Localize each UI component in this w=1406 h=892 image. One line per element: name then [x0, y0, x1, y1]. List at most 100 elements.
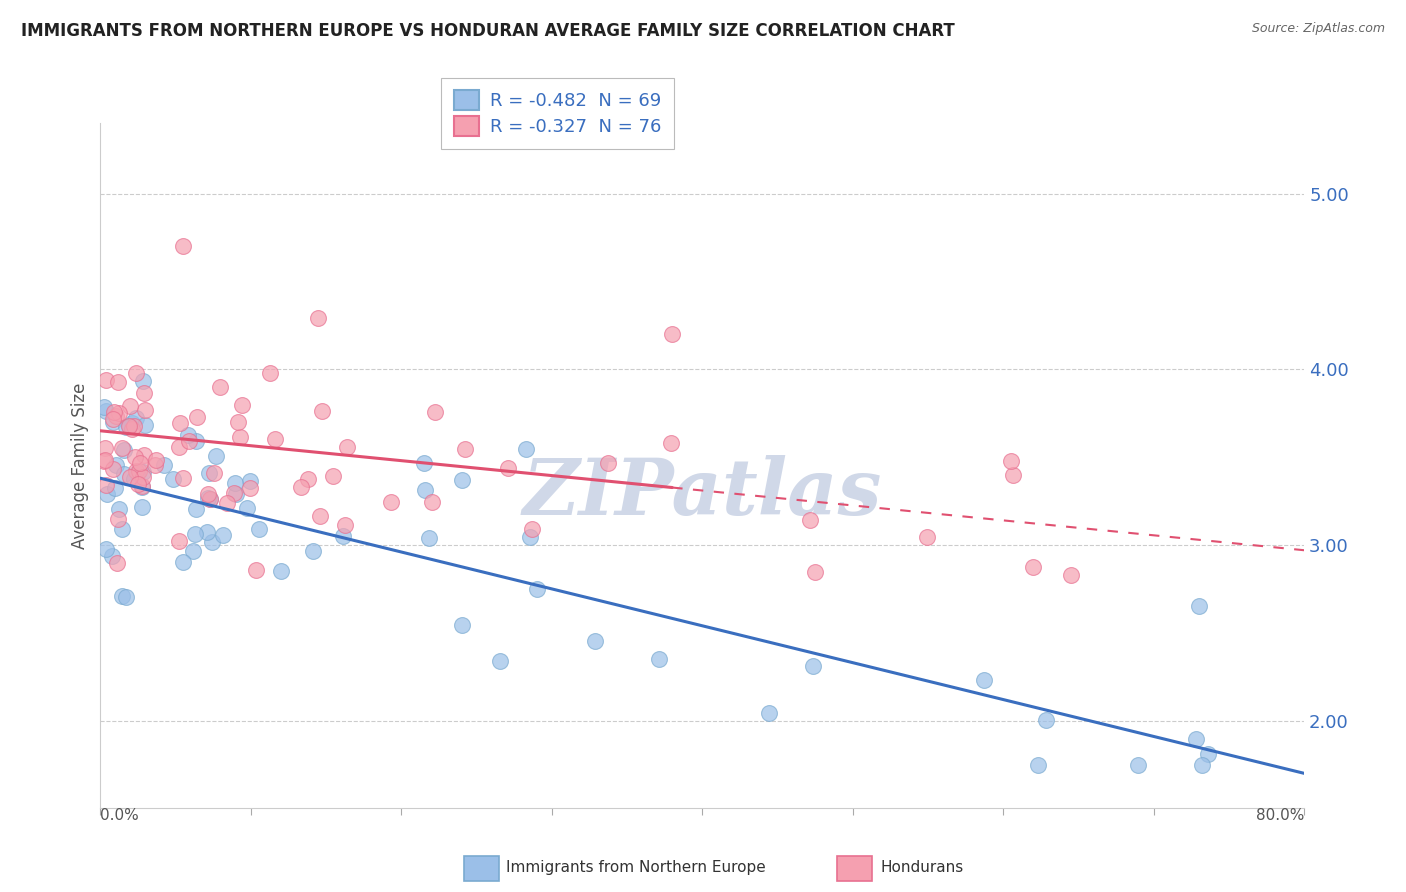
- Point: [423, 405, 446, 419]
- Point: [309, 508, 332, 523]
- Point: [118, 419, 141, 434]
- Point: [94, 441, 117, 455]
- Point: [413, 483, 436, 498]
- Point: [121, 422, 143, 436]
- Point: [103, 405, 125, 419]
- Point: [239, 481, 262, 495]
- Point: [131, 479, 153, 493]
- Point: [131, 465, 153, 479]
- Point: [526, 582, 548, 596]
- Point: [205, 449, 228, 463]
- Point: [129, 456, 152, 470]
- Point: [208, 380, 231, 394]
- Point: [134, 385, 156, 400]
- Point: [1000, 453, 1022, 467]
- Point: [105, 556, 128, 570]
- Point: [217, 496, 239, 510]
- Point: [134, 418, 156, 433]
- Point: [177, 428, 200, 442]
- Point: [1022, 559, 1045, 574]
- Text: Source: ZipAtlas.com: Source: ZipAtlas.com: [1251, 22, 1385, 36]
- Point: [454, 442, 477, 457]
- Point: [107, 512, 129, 526]
- Point: [125, 366, 148, 380]
- Point: [270, 564, 292, 578]
- Text: Immigrants from Northern Europe: Immigrants from Northern Europe: [506, 860, 766, 874]
- Point: [115, 420, 138, 434]
- Point: [128, 464, 150, 478]
- Point: [111, 589, 134, 603]
- Point: [197, 487, 219, 501]
- Point: [412, 456, 434, 470]
- Point: [519, 530, 541, 544]
- Point: [799, 513, 821, 527]
- Point: [195, 524, 218, 539]
- Point: [264, 433, 287, 447]
- Point: [104, 409, 127, 423]
- Point: [131, 500, 153, 514]
- Point: [167, 533, 190, 548]
- Point: [115, 590, 138, 604]
- Point: [143, 458, 166, 473]
- Point: [803, 565, 825, 579]
- Point: [661, 327, 683, 342]
- Point: [1026, 757, 1049, 772]
- Point: [915, 530, 938, 544]
- Point: [758, 706, 780, 721]
- Point: [1035, 714, 1057, 728]
- Point: [236, 501, 259, 516]
- Point: [212, 528, 235, 542]
- Point: [162, 472, 184, 486]
- Point: [302, 544, 325, 558]
- Point: [380, 495, 402, 509]
- Point: [101, 415, 124, 429]
- Point: [101, 549, 124, 563]
- Point: [94, 477, 117, 491]
- Point: [204, 466, 226, 480]
- Point: [121, 416, 143, 430]
- Point: [104, 481, 127, 495]
- Point: [515, 442, 537, 457]
- Point: [179, 434, 201, 448]
- Point: [596, 456, 619, 470]
- Point: [108, 501, 131, 516]
- Point: [198, 492, 221, 507]
- Point: [520, 522, 543, 536]
- Point: [451, 473, 474, 487]
- Point: [122, 472, 145, 486]
- Point: [245, 563, 267, 577]
- Point: [648, 652, 671, 666]
- Point: [583, 634, 606, 648]
- Legend: R = -0.482  N = 69, R = -0.327  N = 76: R = -0.482 N = 69, R = -0.327 N = 76: [441, 78, 675, 149]
- Y-axis label: Average Family Size: Average Family Size: [72, 383, 89, 549]
- Point: [118, 469, 141, 483]
- Point: [94, 404, 117, 418]
- Text: 80.0%: 80.0%: [1256, 808, 1305, 823]
- Point: [1197, 747, 1219, 762]
- Point: [94, 374, 117, 388]
- Point: [973, 673, 995, 688]
- Point: [311, 404, 333, 418]
- Point: [498, 461, 520, 475]
- Point: [111, 441, 134, 455]
- Point: [228, 430, 250, 444]
- Point: [181, 543, 204, 558]
- Point: [131, 480, 153, 494]
- Point: [1001, 468, 1024, 483]
- Point: [225, 487, 247, 501]
- Point: [96, 542, 118, 557]
- Point: [93, 454, 115, 468]
- Point: [1191, 757, 1213, 772]
- Point: [420, 494, 443, 508]
- Point: [489, 654, 512, 668]
- Point: [297, 472, 319, 486]
- Text: IMMIGRANTS FROM NORTHERN EUROPE VS HONDURAN AVERAGE FAMILY SIZE CORRELATION CHAR: IMMIGRANTS FROM NORTHERN EUROPE VS HONDU…: [21, 22, 955, 40]
- Point: [134, 403, 156, 417]
- Point: [132, 448, 155, 462]
- Point: [184, 434, 207, 448]
- Point: [122, 419, 145, 434]
- Point: [132, 470, 155, 484]
- Point: [108, 406, 131, 420]
- Point: [1185, 732, 1208, 747]
- Point: [114, 443, 136, 458]
